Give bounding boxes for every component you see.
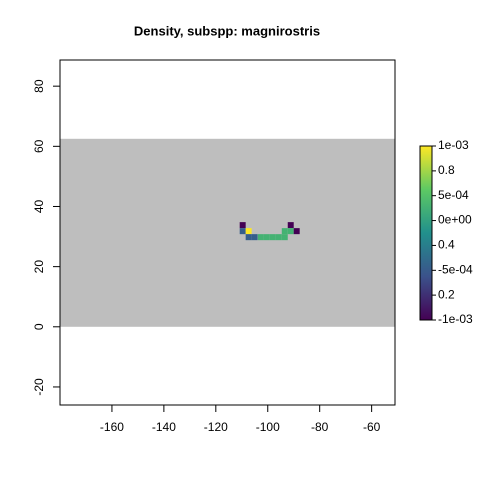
cell xyxy=(257,234,264,241)
cell xyxy=(263,234,270,241)
x-tick-label: -160 xyxy=(100,420,124,434)
y-tick-label: 0 xyxy=(32,323,46,330)
x-tick-label: -140 xyxy=(152,420,176,434)
cell xyxy=(251,234,258,241)
cell xyxy=(287,222,294,229)
x-tick-label: -80 xyxy=(311,420,329,434)
colorbar-tick-label: -5e-04 xyxy=(438,262,473,276)
cell xyxy=(281,234,288,241)
cell xyxy=(293,228,300,235)
cell xyxy=(275,234,282,241)
cell xyxy=(245,234,252,241)
x-tick-label: -120 xyxy=(204,420,228,434)
colorbar-tick-label: 5e-04 xyxy=(438,188,469,202)
colorbar-tick-label: 0e+00 xyxy=(438,213,472,227)
y-tick-label: 80 xyxy=(32,79,46,93)
y-tick-label: 40 xyxy=(32,199,46,213)
colorbar-tick-label: 1e-03 xyxy=(438,138,469,152)
colorbar-tick-label: -1e-03 xyxy=(438,312,473,326)
x-tick-label: -60 xyxy=(363,420,381,434)
y-tick-label: 20 xyxy=(32,260,46,274)
cell xyxy=(287,228,294,235)
colorbar-tick-label: 0.2 xyxy=(438,287,455,301)
cell xyxy=(239,228,246,235)
cell xyxy=(281,228,288,235)
cell xyxy=(239,222,246,229)
y-tick-label: 60 xyxy=(32,139,46,153)
colorbar-tick-label: 0.4 xyxy=(438,238,455,252)
cell xyxy=(245,228,252,235)
y-tick-label: -20 xyxy=(32,378,46,396)
cell xyxy=(269,234,276,241)
chart-title: Density, subspp: magnirostris xyxy=(134,23,320,38)
plot-frame xyxy=(59,59,396,406)
raster-extent xyxy=(60,138,395,327)
colorbar xyxy=(419,145,433,321)
x-tick-label: -100 xyxy=(256,420,280,434)
colorbar-tick-label: 0.8 xyxy=(438,163,455,177)
